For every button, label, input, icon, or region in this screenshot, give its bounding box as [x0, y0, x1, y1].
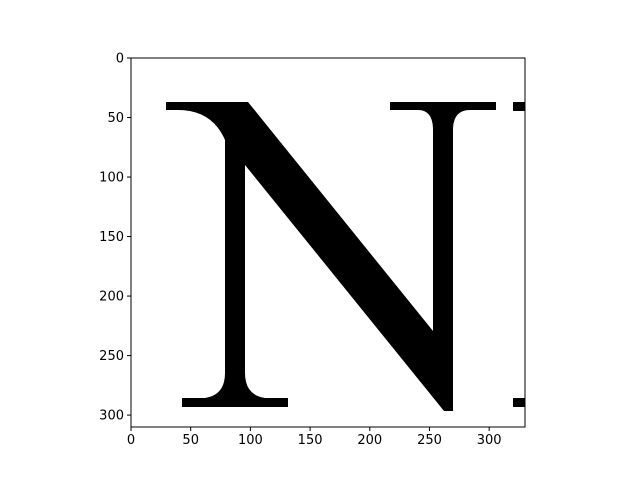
image-area	[130, 57, 526, 428]
x-tick-label: 200	[357, 433, 382, 448]
cropped-glyph-top	[513, 102, 525, 111]
letter-n-glyph	[166, 102, 496, 411]
axes-frame	[130, 57, 526, 428]
x-tick-label: 300	[477, 433, 502, 448]
y-axis: 0 50 100 150 200 250 300	[99, 52, 131, 424]
y-tick-label: 50	[107, 111, 124, 126]
y-tick-label: 0	[116, 52, 124, 67]
x-tick-label: 0	[127, 433, 135, 448]
y-tick-label: 300	[99, 409, 124, 424]
y-tick-label: 200	[99, 290, 124, 305]
x-tick-label: 100	[238, 433, 263, 448]
x-axis: 0 50 100 150 200 250 300	[127, 427, 502, 448]
x-tick-label: 150	[298, 433, 323, 448]
y-tick-label: 150	[99, 230, 124, 245]
x-tick-label: 250	[417, 433, 442, 448]
y-tick-label: 100	[99, 171, 124, 186]
y-tick-label: 250	[99, 349, 124, 364]
x-tick-label: 50	[182, 433, 199, 448]
cropped-glyph-bottom	[513, 398, 525, 407]
